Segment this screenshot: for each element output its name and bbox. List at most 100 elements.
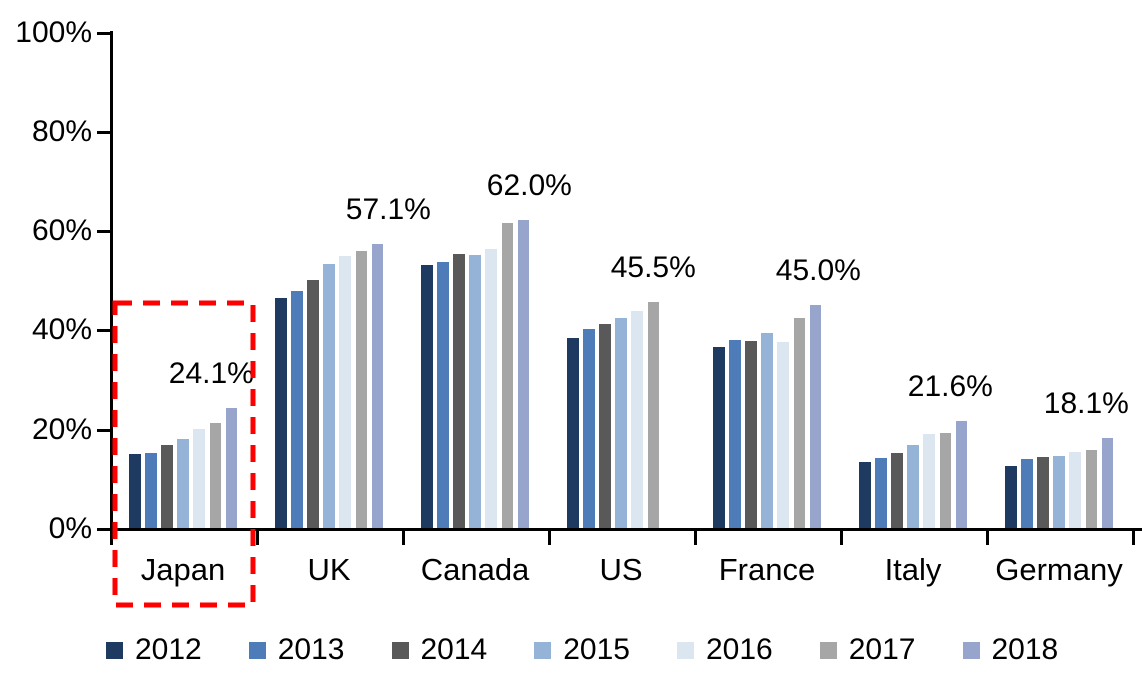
category-label: Italy bbox=[884, 552, 942, 587]
bar-france-2014 bbox=[745, 341, 757, 528]
legend-item-2012: 2012 bbox=[106, 633, 202, 667]
value-label-germany: 18.1% bbox=[1043, 387, 1129, 421]
legend-item-2013: 2013 bbox=[248, 633, 345, 667]
bar-germany-2012 bbox=[1005, 465, 1017, 528]
bar-us-2016 bbox=[631, 310, 643, 528]
y-axis-tick bbox=[97, 528, 110, 531]
category-label: Canada bbox=[420, 552, 530, 587]
bar-canada-2014 bbox=[453, 253, 465, 528]
legend-swatch-2018 bbox=[962, 641, 980, 659]
legend-label-2014: 2014 bbox=[420, 633, 488, 666]
bar-germany-2013 bbox=[1021, 458, 1033, 528]
bar-japan-2012 bbox=[129, 454, 141, 528]
bar-uk-2012 bbox=[275, 298, 287, 528]
x-axis-tick bbox=[110, 531, 113, 545]
category-label: France bbox=[718, 552, 816, 587]
category-label: US bbox=[599, 552, 643, 587]
category-label: UK bbox=[307, 552, 351, 587]
legend-swatch-2013 bbox=[248, 641, 266, 659]
y-axis-tick bbox=[97, 31, 110, 35]
bar-us-2013 bbox=[583, 328, 595, 528]
y-axis-label: 60% bbox=[31, 214, 92, 248]
y-axis-tick bbox=[97, 130, 110, 134]
bar-us-2017 bbox=[647, 302, 659, 528]
bar-canada-2018 bbox=[517, 220, 530, 528]
bar-germany-2016 bbox=[1069, 452, 1081, 528]
x-axis-tick bbox=[986, 531, 989, 545]
bar-germany-2015 bbox=[1053, 455, 1065, 528]
bar-germany-2014 bbox=[1037, 457, 1049, 528]
bar-japan-2018 bbox=[225, 408, 238, 528]
bar-france-2018 bbox=[809, 304, 822, 528]
bar-france-2013 bbox=[729, 340, 741, 528]
bar-italy-2017 bbox=[939, 433, 951, 528]
x-axis-tick bbox=[256, 531, 259, 545]
bar-japan-2015 bbox=[177, 438, 189, 528]
bar-uk-2016 bbox=[339, 256, 351, 528]
value-label-us: 45.5% bbox=[610, 251, 696, 285]
legend: 2012 2013 2014 2015 2016 2017 2018 bbox=[106, 633, 1058, 667]
bar-canada-2015 bbox=[469, 255, 481, 528]
category-label: Japan bbox=[140, 552, 226, 587]
bar-france-2012 bbox=[713, 346, 725, 528]
y-axis-label: 20% bbox=[31, 412, 92, 446]
x-axis-tick bbox=[694, 531, 697, 545]
legend-label-2017: 2017 bbox=[848, 633, 916, 666]
legend-label-2016: 2016 bbox=[706, 633, 773, 666]
value-label-uk: 57.1% bbox=[345, 193, 431, 227]
x-axis-tick bbox=[1132, 531, 1135, 545]
bar-us-2015 bbox=[615, 318, 627, 528]
bar-france-2015 bbox=[761, 332, 773, 528]
legend-label-2012: 2012 bbox=[135, 633, 202, 666]
legend-swatch-2012 bbox=[106, 641, 123, 659]
legend-label-2018: 2018 bbox=[991, 633, 1059, 666]
legend-label-2013: 2013 bbox=[277, 633, 345, 666]
bar-japan-2014 bbox=[161, 445, 173, 528]
bar-uk-2017 bbox=[355, 251, 367, 528]
bar-japan-2013 bbox=[145, 453, 157, 528]
bar-italy-2018 bbox=[955, 420, 968, 528]
y-axis-tick bbox=[97, 230, 110, 234]
legend-swatch-2016 bbox=[677, 641, 694, 659]
y-axis-label: 100% bbox=[15, 15, 92, 49]
y-axis-label: 40% bbox=[31, 313, 92, 347]
bar-italy-2016 bbox=[923, 434, 935, 528]
legend-label-2015: 2015 bbox=[563, 633, 630, 666]
bar-italy-2013 bbox=[875, 458, 887, 528]
bar-italy-2014 bbox=[891, 452, 903, 528]
y-axis-tick bbox=[97, 428, 110, 432]
y-axis-line bbox=[110, 31, 113, 531]
x-axis-tick bbox=[840, 531, 843, 545]
legend-item-2017: 2017 bbox=[819, 633, 916, 667]
bar-uk-2013 bbox=[291, 290, 303, 528]
legend-swatch-2014 bbox=[391, 641, 409, 659]
bar-italy-2012 bbox=[859, 461, 871, 528]
category-label: Germany bbox=[995, 552, 1123, 587]
legend-item-2018: 2018 bbox=[962, 633, 1059, 667]
bar-germany-2017 bbox=[1085, 449, 1097, 528]
bar-canada-2016 bbox=[485, 248, 497, 528]
legend-item-2014: 2014 bbox=[391, 633, 488, 667]
value-label-japan: 24.1% bbox=[168, 357, 254, 391]
bar-germany-2018 bbox=[1101, 438, 1114, 528]
value-label-canada: 62.0% bbox=[486, 169, 572, 203]
bar-uk-2014 bbox=[307, 280, 319, 528]
legend-item-2016: 2016 bbox=[677, 633, 773, 667]
bar-canada-2012 bbox=[421, 264, 433, 528]
value-label-italy: 21.6% bbox=[907, 369, 993, 403]
bar-canada-2017 bbox=[501, 222, 513, 528]
x-axis-tick bbox=[402, 531, 405, 545]
legend-item-2015: 2015 bbox=[534, 633, 630, 667]
bar-france-2016 bbox=[777, 342, 789, 528]
value-label-france: 45.0% bbox=[775, 253, 861, 287]
bar-japan-2016 bbox=[193, 429, 205, 528]
bar-france-2017 bbox=[793, 318, 805, 528]
legend-swatch-2017 bbox=[819, 641, 837, 659]
bar-italy-2015 bbox=[907, 444, 919, 528]
legend-swatch-2015 bbox=[534, 641, 552, 659]
bar-uk-2018 bbox=[371, 244, 384, 528]
x-axis-tick bbox=[548, 531, 551, 545]
y-axis-label: 80% bbox=[31, 114, 92, 148]
y-axis-tick bbox=[97, 329, 110, 333]
